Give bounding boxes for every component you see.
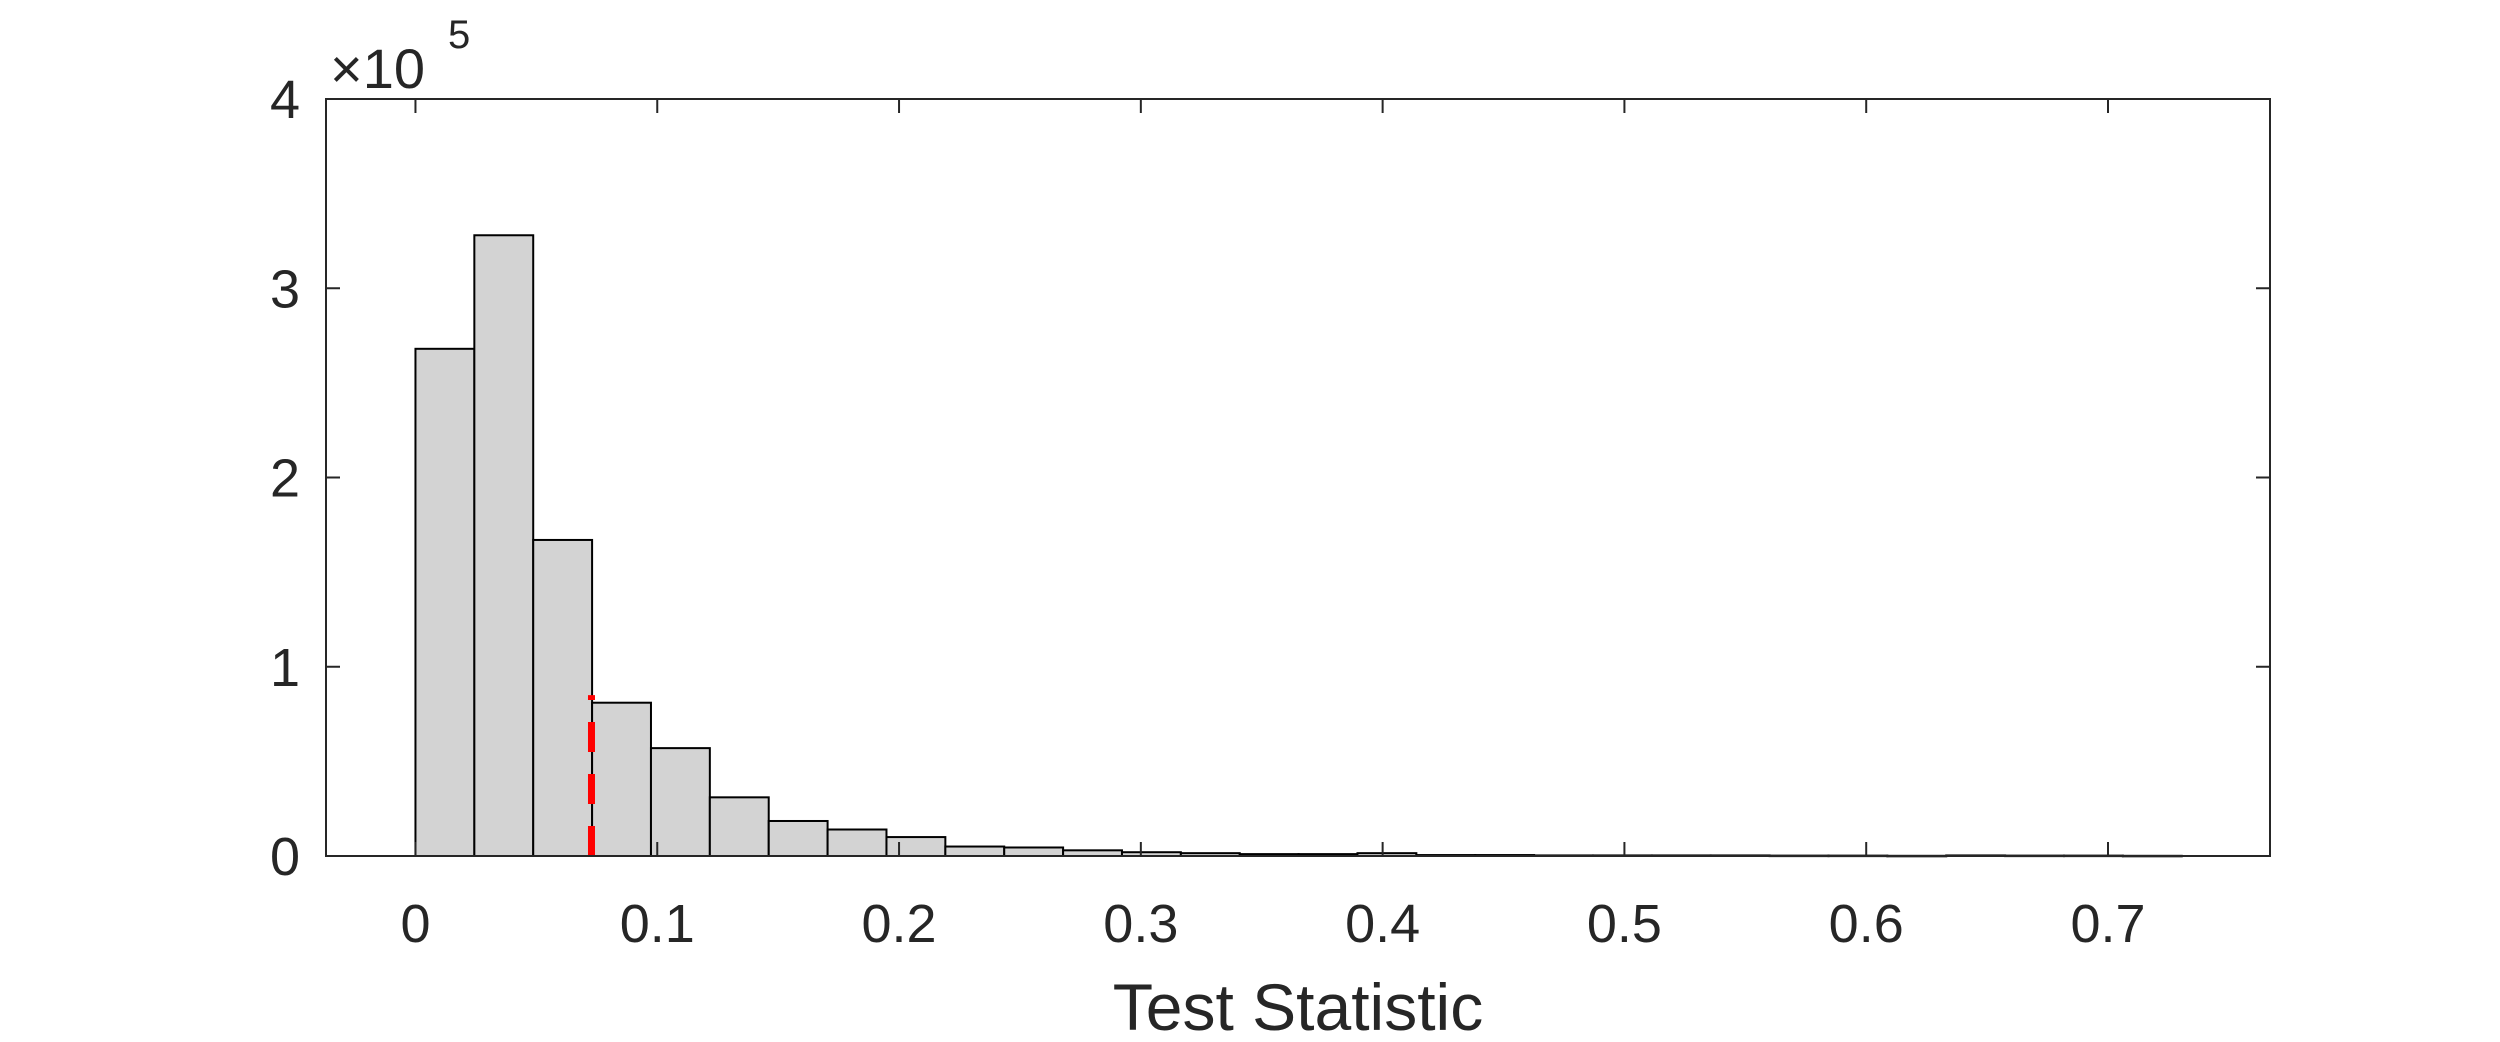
histogram-bar <box>591 701 652 858</box>
y-tick-label: 4 <box>270 70 300 130</box>
x-tick-label: 0.5 <box>1587 894 1662 954</box>
y-tick-label: 3 <box>270 259 300 319</box>
y-tick-label: 2 <box>270 449 300 509</box>
histogram-bar <box>708 796 770 858</box>
y-exponent-prefix: ×10 <box>330 37 425 100</box>
x-tick-label: 0.4 <box>1345 894 1420 954</box>
y-tick-labels: 0 1 2 3 4 <box>270 70 300 887</box>
histogram-bar <box>944 845 1006 857</box>
y-exponent-label: ×10 5 <box>330 13 470 100</box>
x-tick-label: 0.1 <box>620 894 695 954</box>
histogram-bar <box>826 828 888 858</box>
x-tick-label: 0 <box>400 894 430 954</box>
histogram-bar <box>532 538 594 857</box>
x-tick-label: 0.6 <box>1829 894 1904 954</box>
x-tick-labels: 0 0.1 0.2 0.3 0.4 0.5 0.6 0.7 <box>400 894 2145 954</box>
y-exponent-power: 5 <box>448 13 470 57</box>
x-tick-label: 0.2 <box>862 894 937 954</box>
x-tick-label: 0.7 <box>2070 894 2145 954</box>
axis-ticks <box>326 98 2270 857</box>
histogram-bar <box>414 347 476 857</box>
x-tick-label: 0.3 <box>1103 894 1178 954</box>
histogram-bar <box>885 836 947 858</box>
histogram-bar <box>649 747 711 857</box>
y-tick-label: 1 <box>270 638 300 698</box>
histogram-bar <box>473 234 535 857</box>
histogram-bar <box>767 819 829 858</box>
y-tick-label: 0 <box>270 827 300 887</box>
x-axis-label: Test Statistic <box>1113 970 1483 1042</box>
histogram-bar <box>1003 846 1065 858</box>
histogram-bars <box>414 234 2183 858</box>
